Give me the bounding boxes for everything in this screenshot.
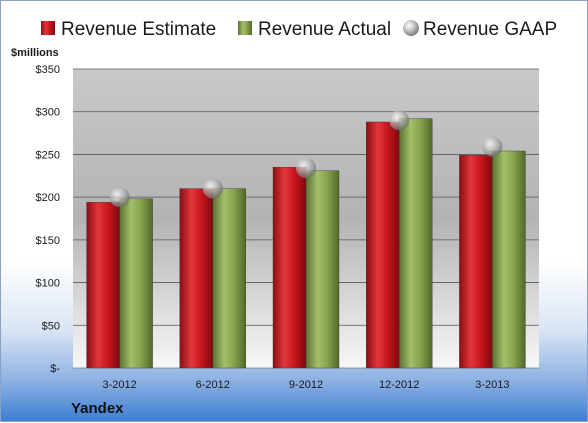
bar-revenue-estimate: [86, 202, 120, 369]
bar-revenue-actual: [305, 170, 340, 369]
bar-revenue-estimate: [179, 188, 214, 369]
legend-swatch-revenue-estimate: [41, 21, 55, 35]
y-tick-label: $350: [36, 64, 60, 76]
y-tick-label: $50: [42, 320, 60, 332]
legend-label-revenue-gaap: Revenue GAAP: [423, 19, 557, 40]
y-tick-label: $300: [36, 107, 60, 119]
legend: Revenue Estimate Revenue Actual Revenue …: [41, 19, 557, 40]
y-tick-label: $150: [36, 235, 60, 247]
marker-revenue-gaap: [202, 178, 223, 199]
legend-label-revenue-estimate: Revenue Estimate: [61, 19, 216, 40]
marker-revenue-gaap: [482, 136, 503, 157]
bar-revenue-estimate: [459, 155, 493, 369]
y-tick-label: $250: [36, 149, 60, 161]
marker-revenue-gaap: [296, 158, 316, 179]
y-axis-unit-label: $millions: [11, 47, 59, 59]
y-tick-label: $200: [36, 192, 60, 204]
x-tick-label: 3-2013: [475, 379, 509, 391]
bar-revenue-estimate: [366, 121, 400, 369]
bar-revenue-actual: [492, 150, 526, 369]
x-axis-tick-labels: 3-2012 6-2012 9-2012 12-2012 3-2013: [102, 379, 509, 391]
legend-item-revenue-actual: Revenue Actual: [238, 19, 391, 40]
bars: [86, 118, 526, 369]
company-label: Yandex: [71, 400, 124, 417]
y-axis-tick-labels: $- $50 $100 $150 $200 $250 $300 $350: [36, 64, 61, 375]
legend-item-revenue-estimate: Revenue Estimate: [41, 19, 216, 40]
legend-item-revenue-gaap: Revenue GAAP: [403, 19, 557, 40]
bar-revenue-estimate: [272, 167, 307, 369]
marker-revenue-gaap: [389, 110, 410, 131]
marker-revenue-gaap: [109, 187, 130, 208]
x-tick-label: 12-2012: [379, 379, 419, 391]
x-tick-label: 3-2012: [102, 379, 136, 391]
legend-swatch-revenue-actual: [238, 21, 252, 35]
legend-marker-revenue-gaap: [403, 20, 419, 36]
gaap-markers: [109, 110, 503, 208]
x-tick-label: 9-2012: [289, 379, 323, 391]
y-tick-label: $100: [36, 278, 60, 290]
y-tick-label: $-: [50, 363, 60, 375]
bar-revenue-actual: [212, 188, 247, 369]
bar-revenue-actual: [399, 118, 433, 369]
x-tick-label: 6-2012: [196, 379, 230, 391]
legend-label-revenue-actual: Revenue Actual: [258, 19, 391, 40]
bar-revenue-actual: [119, 198, 153, 369]
